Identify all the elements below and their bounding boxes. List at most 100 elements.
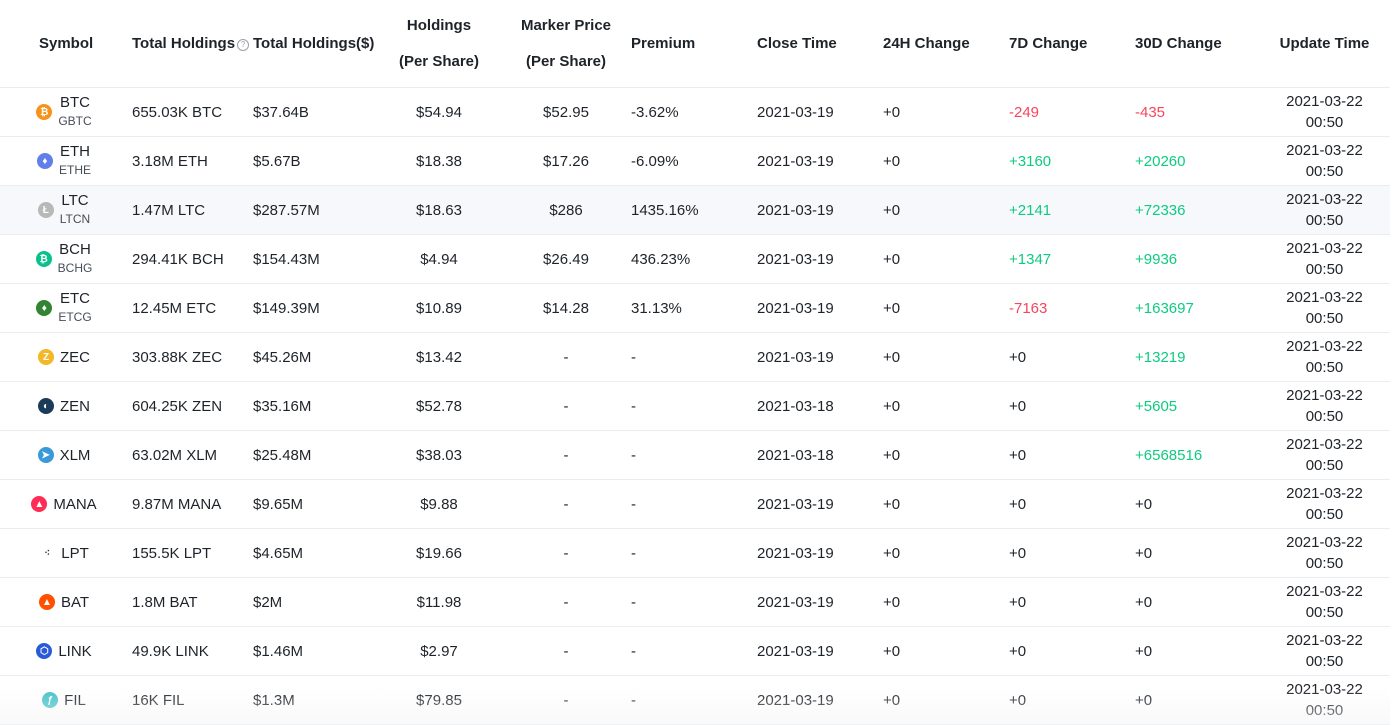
header-total-holdings[interactable]: Total Holdings? <box>128 35 250 52</box>
symbol-cell[interactable]: ƒ FIL <box>0 691 128 710</box>
premium-cell: - <box>631 593 636 611</box>
update-clock: 00:50 <box>1305 359 1344 376</box>
chainlink-icon: ⬡ <box>36 643 53 659</box>
header-holdings-line2: (Per Share) <box>398 52 480 70</box>
update-time-cell: 2021-03-22 00:50 <box>1259 385 1390 427</box>
help-icon[interactable]: ? <box>237 39 250 51</box>
change-7d-cell: +0 <box>1009 544 1027 562</box>
header-close-time[interactable]: Close Time <box>751 35 877 52</box>
table-row[interactable]: ▲ BAT 1.8M BAT $2M $11.98 - - 2021-03-19 +0 +0 +0 2… <box>0 578 1390 627</box>
table-row[interactable]: ⁖ LPT 155.5K LPT $4.65M $19.66 - - 2021-03-19 +0… <box>0 529 1390 578</box>
change-7d-cell: -249 <box>1009 103 1040 121</box>
header-24h-change[interactable]: 24H Change <box>877 35 1003 52</box>
holdings-per-share-cell: $10.89 <box>416 299 462 317</box>
total-holdings-cell: 3.18M ETH <box>132 152 208 170</box>
symbol-cell[interactable]: ₿ BCH BCHG <box>0 240 128 278</box>
change-7d-cell: +0 <box>1009 495 1027 513</box>
holdings-per-share-cell: $18.63 <box>416 201 462 219</box>
table-row[interactable]: ▲ MANA 9.87M MANA $9.65M $9.88 - - 2021-03-19 +0… <box>0 480 1390 529</box>
table-row[interactable]: ♦ ETH ETHE 3.18M ETH $5.67B $18.38 $17.26 -6.09… <box>0 137 1390 186</box>
change-30d-cell: +5605 <box>1135 397 1178 415</box>
holdings-per-share-cell: $52.78 <box>416 397 462 415</box>
premium-cell: 31.13% <box>631 299 682 317</box>
symbol-cell[interactable]: Ł LTC LTCN <box>0 191 128 229</box>
change-7d-cell: -7163 <box>1009 299 1048 317</box>
table-row[interactable]: Ł LTC LTCN 1.47M LTC $287.57M $18.63 $286 1435.… <box>0 186 1390 235</box>
close-time-cell: 2021-03-19 <box>757 348 834 366</box>
header-total-holdings-label: Total Holdings <box>132 35 236 52</box>
table-row[interactable]: ₿ BCH BCHG 294.41K BCH $154.43M $4.94 $26.49 43… <box>0 235 1390 284</box>
premium-cell: - <box>631 691 636 709</box>
change-30d-cell: +20260 <box>1135 152 1186 170</box>
symbol-cell[interactable]: ⁖ LPT <box>0 544 128 563</box>
ethereum-classic-icon: ♦ <box>36 300 53 316</box>
total-holdings-usd-cell: $5.67B <box>253 152 301 170</box>
symbol-cell[interactable]: ➤ XLM <box>0 446 128 465</box>
marker-price-cell: $52.95 <box>543 103 589 121</box>
symbol-cell[interactable]: ◐ ZEN <box>0 397 128 416</box>
header-7d-change[interactable]: 7D Change <box>1003 35 1129 52</box>
update-clock: 00:50 <box>1305 163 1344 180</box>
stellar-icon: ➤ <box>37 447 54 463</box>
symbol-cell[interactable]: ♦ ETH ETHE <box>0 142 128 180</box>
marker-price-cell: - <box>563 397 569 415</box>
total-holdings-usd-cell: $35.16M <box>253 397 312 415</box>
table-row[interactable]: ⬡ LINK 49.9K LINK $1.46M $2.97 - - 2021-03-19 +0… <box>0 627 1390 676</box>
symbol-name: BTC <box>60 94 90 111</box>
symbol-cell[interactable]: Z ZEC <box>0 348 128 367</box>
update-date: 2021-03-22 <box>1286 338 1363 355</box>
table-row[interactable]: ◐ ZEN 604.25K ZEN $35.16M $52.78 - - 2021-03-18… <box>0 382 1390 431</box>
marker-price-cell: - <box>563 593 569 611</box>
change-7d-cell: +0 <box>1009 348 1027 366</box>
total-holdings-usd-cell: $25.48M <box>253 446 312 464</box>
total-holdings-cell: 604.25K ZEN <box>132 397 223 415</box>
header-24h-change-label: 24H Change <box>883 35 970 52</box>
symbol-cell[interactable]: ♦ ETC ETCG <box>0 289 128 327</box>
symbol-cell[interactable]: ▲ MANA <box>0 495 128 514</box>
symbol-name: LPT <box>61 544 89 562</box>
total-holdings-cell: 1.47M LTC <box>132 201 206 219</box>
update-time-cell: 2021-03-22 00:50 <box>1259 287 1390 329</box>
update-time-cell: 2021-03-22 00:50 <box>1259 238 1390 280</box>
table-row[interactable]: ₿ BTC GBTC 655.03K BTC $37.64B $54.94 $52.95 -3… <box>0 88 1390 137</box>
total-holdings-cell: 16K FIL <box>132 691 185 709</box>
holdings-per-share-cell: $9.88 <box>420 495 458 513</box>
holdings-per-share-cell: $2.97 <box>420 642 458 660</box>
header-premium[interactable]: Premium <box>625 35 751 52</box>
table-row[interactable]: ➤ XLM 63.02M XLM $25.48M $38.03 - - 2021-03-18 +… <box>0 431 1390 480</box>
update-time-cell: 2021-03-22 00:50 <box>1259 630 1390 672</box>
update-time-cell: 2021-03-22 00:50 <box>1259 434 1390 476</box>
table-row[interactable]: ♦ ETC ETCG 12.45M ETC $149.39M $10.89 $14.28 31… <box>0 284 1390 333</box>
update-clock: 00:50 <box>1305 261 1344 278</box>
header-total-holdings-usd[interactable]: Total Holdings($) <box>249 35 374 52</box>
table-row[interactable]: ƒ FIL 16K FIL $1.3M $79.85 - - 2021-03-19 +0 +0 +0… <box>0 676 1390 725</box>
change-24h-cell: +0 <box>883 397 901 415</box>
header-symbol[interactable]: Symbol <box>0 35 128 52</box>
total-holdings-cell: 655.03K BTC <box>132 103 223 121</box>
symbol-cell[interactable]: ⬡ LINK <box>0 642 128 661</box>
update-date: 2021-03-22 <box>1286 583 1363 600</box>
update-clock: 00:50 <box>1305 604 1344 621</box>
premium-cell: - <box>631 495 636 513</box>
marker-price-cell: - <box>563 691 569 709</box>
header-update-time[interactable]: Update Time <box>1259 33 1390 54</box>
update-clock: 00:50 <box>1305 702 1344 719</box>
update-time-cell: 2021-03-22 00:50 <box>1259 140 1390 182</box>
total-holdings-usd-cell: $287.57M <box>253 201 320 219</box>
marker-price-cell: - <box>563 446 569 464</box>
header-30d-change[interactable]: 30D Change <box>1129 35 1259 52</box>
marker-price-cell: - <box>563 544 569 562</box>
symbol-cell[interactable]: ▲ BAT <box>0 593 128 612</box>
total-holdings-cell: 1.8M BAT <box>132 593 198 611</box>
change-30d-cell: +0 <box>1135 691 1153 709</box>
premium-cell: - <box>631 544 636 562</box>
header-marker-price[interactable]: Marker Price (Per Share) <box>507 8 625 80</box>
update-date: 2021-03-22 <box>1286 632 1363 649</box>
total-holdings-usd-cell: $45.26M <box>253 348 312 366</box>
symbol-cell[interactable]: ₿ BTC GBTC <box>0 93 128 131</box>
table-row[interactable]: Z ZEC 303.88K ZEC $45.26M $13.42 - - 2021-03-19… <box>0 333 1390 382</box>
filecoin-icon: ƒ <box>42 692 59 708</box>
header-holdings-per-share[interactable]: Holdings (Per Share) <box>371 8 507 80</box>
close-time-cell: 2021-03-19 <box>757 642 834 660</box>
zcash-icon: Z <box>38 349 54 365</box>
